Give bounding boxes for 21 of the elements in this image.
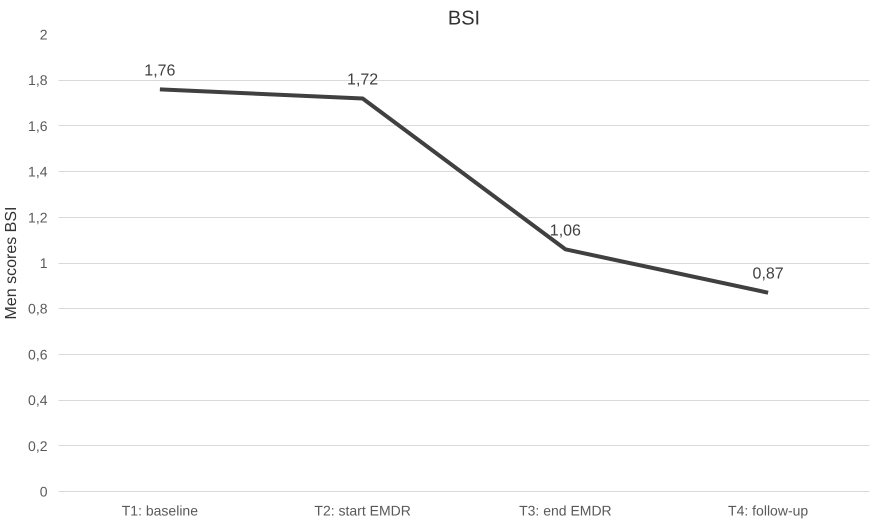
data-label: 1,76: [144, 62, 176, 80]
y-tick-label: 0: [40, 484, 48, 500]
data-label: 1,06: [550, 222, 582, 240]
data-label: 1,72: [347, 71, 378, 88]
x-tick-label: T3: end EMDR: [519, 502, 612, 518]
y-tick-label: 1: [40, 255, 48, 271]
y-tick-label: 0,4: [28, 392, 48, 408]
chart-title: BSI: [448, 8, 480, 30]
y-tick-label: 0,2: [28, 438, 48, 454]
x-tick-label: T4: follow-up: [728, 502, 808, 518]
y-tick-label: 0,8: [28, 300, 48, 317]
y-axis-title: Men scores BSI: [3, 206, 20, 320]
y-tick-label: 1,2: [28, 209, 48, 226]
data-label: 0,87: [752, 266, 784, 283]
y-tick-label: 2: [40, 26, 48, 42]
x-tick-label: T1: baseline: [122, 502, 198, 518]
y-tick-label: 1,4: [28, 164, 48, 180]
x-tick-label: T2: start EMDR: [314, 502, 411, 518]
y-tick-label: 1,8: [28, 72, 48, 88]
y-tick-label: 1,6: [28, 118, 48, 134]
y-tick-label: 0,6: [28, 346, 48, 362]
